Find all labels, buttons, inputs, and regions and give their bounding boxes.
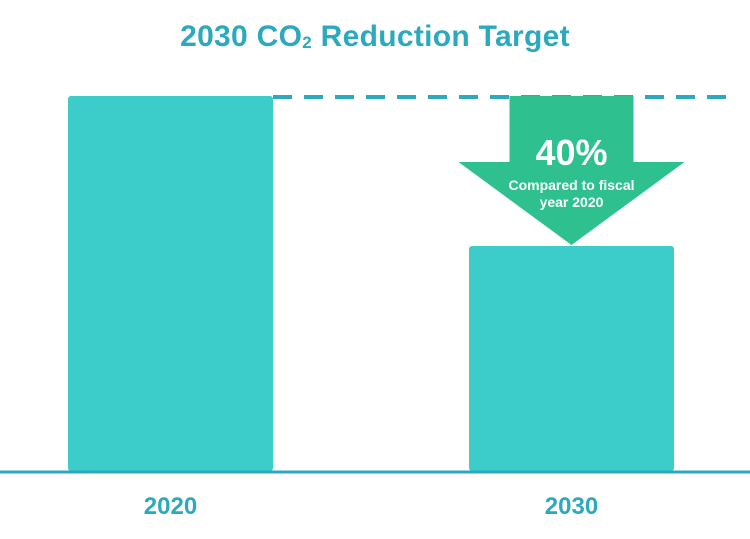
chart-title: 2030 CO2 Reduction Target <box>0 20 750 54</box>
title-end: Reduction Target <box>312 20 570 53</box>
reduction-percent: 40% <box>535 132 607 173</box>
reduction-note-line2: year 2020 <box>540 194 604 210</box>
x-tick-2030: 2030 <box>545 493 598 520</box>
reduction-arrow <box>458 96 685 245</box>
bar-2030 <box>469 246 674 471</box>
reduction-note-line1: Compared to fiscal <box>508 177 634 193</box>
title-subscript: 2 <box>302 33 313 52</box>
x-tick-2020: 2020 <box>144 493 197 520</box>
title-main: 2030 CO <box>180 20 303 53</box>
bar-2020 <box>68 96 273 471</box>
